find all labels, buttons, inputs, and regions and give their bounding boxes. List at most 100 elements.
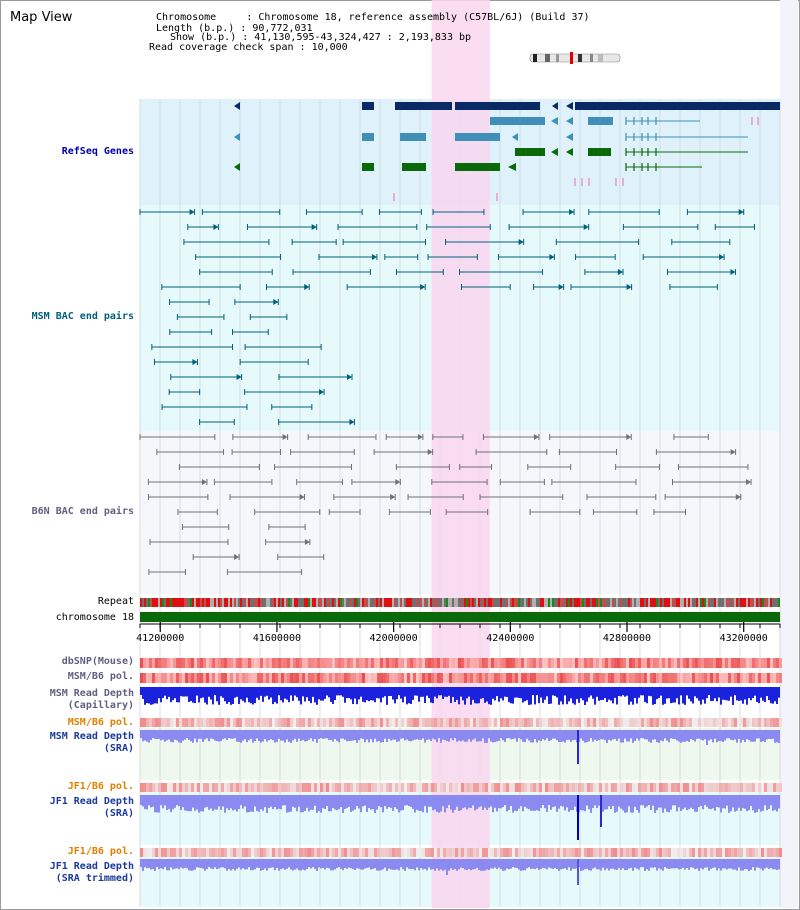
gene-arrow <box>566 148 573 156</box>
read-depth-bar <box>236 730 238 742</box>
polymorphism-cell <box>338 658 341 668</box>
polymorphism-cell <box>569 783 572 792</box>
read-depth-bar <box>438 859 440 871</box>
read-depth-bar <box>220 687 222 697</box>
polymorphism-cell <box>464 658 467 668</box>
read-depth-bar <box>608 687 610 700</box>
read-depth-bar <box>318 730 320 740</box>
repeat-block <box>204 598 206 607</box>
polymorphism-cell <box>245 673 248 683</box>
read-depth-bar <box>424 795 426 807</box>
read-depth-bar <box>190 859 192 871</box>
read-depth-bar <box>172 795 174 810</box>
read-depth-bar <box>778 859 780 870</box>
read-depth-bar <box>192 859 194 871</box>
polymorphism-cell <box>545 848 548 857</box>
polymorphism-cell <box>170 718 173 727</box>
polymorphism-cell <box>362 718 365 727</box>
read-depth-bar <box>696 795 698 812</box>
repeat-block <box>500 598 502 607</box>
read-depth-bar <box>334 687 336 701</box>
read-depth-bar <box>754 795 756 813</box>
polymorphism-cell <box>458 673 461 683</box>
read-depth-bar <box>686 795 688 811</box>
read-depth-bar <box>766 795 768 811</box>
read-depth-bar <box>462 795 464 809</box>
polymorphism-cell <box>275 673 278 683</box>
read-depth-bar <box>266 859 268 871</box>
track-label-msm-depth-sra[interactable]: MSM Read Depth (SRA) <box>50 731 134 755</box>
polymorphism-cell <box>284 658 287 668</box>
read-depth-bar <box>364 687 366 703</box>
read-depth-bar <box>698 730 700 739</box>
gene-arrow <box>566 117 573 125</box>
track-label-jf1-depth-sra[interactable]: JF1 Read Depth (SRA) <box>50 796 134 820</box>
polymorphism-cell <box>371 658 374 668</box>
read-depth-bar <box>650 795 652 811</box>
read-depth-bar <box>164 730 166 742</box>
polymorphism-cell <box>737 673 740 683</box>
polymorphism-cell <box>305 783 308 792</box>
msm-bac-arrow <box>730 269 736 275</box>
read-depth-bar <box>250 687 252 704</box>
read-depth-bar <box>776 795 778 812</box>
polymorphism-cell <box>407 658 410 668</box>
polymorphism-cell <box>344 673 347 683</box>
polymorphism-cell <box>368 848 371 857</box>
track-label-b6n-bac[interactable]: B6N BAC end pairs <box>31 506 134 517</box>
polymorphism-cell <box>695 673 698 683</box>
polymorphism-cell <box>257 783 260 792</box>
polymorphism-cell <box>287 658 290 668</box>
read-depth-bar <box>472 795 474 806</box>
read-depth-bar <box>558 859 560 871</box>
polymorphism-cell <box>653 718 656 727</box>
read-depth-bar <box>212 687 214 705</box>
polymorphism-cell <box>374 673 377 683</box>
read-depth-bar <box>632 795 634 813</box>
read-depth-bar <box>262 795 264 811</box>
read-depth-bar <box>662 859 664 871</box>
read-depth-bar <box>714 859 716 868</box>
polymorphism-cell <box>608 783 611 792</box>
repeat-block <box>666 598 668 607</box>
polymorphism-cell <box>665 848 668 857</box>
track-label-msm-b6-pol-2[interactable]: MSM/B6 pol. <box>67 717 134 728</box>
read-depth-bar <box>260 859 262 871</box>
track-label-msm-bac[interactable]: MSM BAC end pairs <box>31 311 134 322</box>
polymorphism-cell <box>404 718 407 727</box>
polymorphism-cell <box>248 848 251 857</box>
read-depth-bar <box>772 730 774 739</box>
track-label-jf1-depth-trimmed[interactable]: JF1 Read Depth (SRA trimmed) <box>50 861 134 885</box>
polymorphism-cell <box>143 848 146 857</box>
track-label-jf1-b6-pol-1[interactable]: JF1/B6 pol. <box>67 781 134 792</box>
polymorphism-cell <box>164 718 167 727</box>
read-depth-bar <box>614 730 616 739</box>
read-depth-bar <box>270 859 272 868</box>
read-depth-bar <box>610 730 612 741</box>
read-depth-bar <box>288 859 290 868</box>
polymorphism-cell <box>599 658 602 668</box>
read-depth-bar <box>544 730 546 741</box>
polymorphism-cell <box>710 718 713 727</box>
polymorphism-cell <box>779 658 782 668</box>
polymorphism-cell <box>554 783 557 792</box>
read-depth-bar <box>748 687 750 699</box>
read-depth-bar <box>256 859 258 868</box>
read-depth-bar <box>590 795 592 813</box>
track-label-refseq-genes[interactable]: RefSeq Genes <box>61 146 134 157</box>
repeat-block <box>540 598 542 607</box>
polymorphism-cell <box>584 718 587 727</box>
track-label-msm-b6-pol-1[interactable]: MSM/B6 pol. <box>67 671 134 682</box>
polymorphism-cell <box>593 718 596 727</box>
track-label-jf1-b6-pol-2[interactable]: JF1/B6 pol. <box>67 846 134 857</box>
read-depth-bar <box>726 859 728 870</box>
track-label-dbsnp[interactable]: dbSNP(Mouse) <box>61 656 134 667</box>
read-depth-bar <box>742 687 744 704</box>
read-depth-bar <box>716 795 718 807</box>
read-depth-bar <box>368 859 370 868</box>
length-label: Length (b.p.) <box>156 23 235 34</box>
polymorphism-cell <box>524 718 527 727</box>
track-label-msm-depth-capillary[interactable]: MSM Read Depth (Capillary) <box>50 688 134 712</box>
gene-exon <box>455 102 540 110</box>
